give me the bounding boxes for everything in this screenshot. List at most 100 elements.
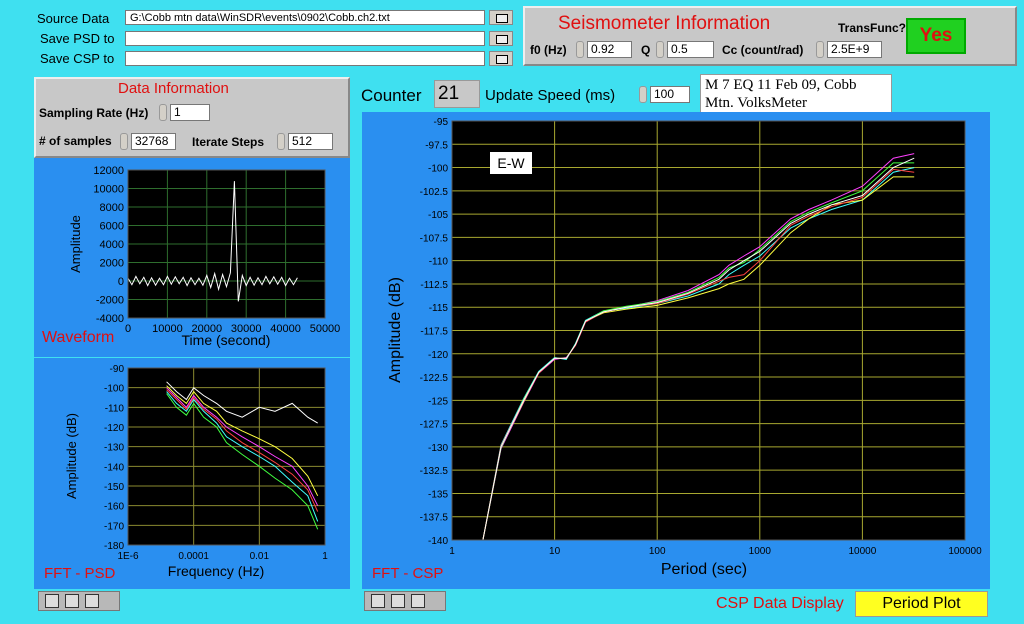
x-tick-label: 10000: [848, 546, 876, 557]
y-tick-label: 12000: [93, 165, 124, 177]
y-axis-label: Amplitude: [68, 215, 83, 273]
y-tick-label: -100: [104, 384, 124, 395]
sampling-value[interactable]: 1: [170, 104, 210, 121]
x-tick-label: 10: [549, 546, 561, 557]
spinner[interactable]: [576, 41, 584, 58]
series-line: [128, 181, 298, 302]
browse-button[interactable]: [489, 31, 513, 46]
y-tick-label: -4000: [96, 313, 124, 325]
y-tick-label: -125: [428, 396, 448, 407]
y-tick-label: -117.5: [420, 327, 448, 338]
sampling-label: Sampling Rate (Hz): [39, 106, 149, 120]
period-plot-button[interactable]: Period Plot: [855, 591, 988, 617]
x-tick-label: 30000: [231, 323, 262, 335]
series-line: [166, 389, 319, 512]
y-tick-label: -105: [428, 210, 448, 221]
y-tick-label: -150: [104, 482, 124, 493]
iterate-value[interactable]: 512: [288, 133, 333, 150]
x-tick-label: 0: [125, 323, 131, 335]
spinner[interactable]: [656, 41, 664, 58]
y-tick-label: 6000: [100, 221, 124, 233]
spinner[interactable]: [639, 86, 647, 103]
y-tick-label: -110: [105, 403, 125, 414]
x-tick-label: 100000: [948, 546, 982, 557]
y-tick-label: -100: [428, 164, 448, 175]
plot-frame: [127, 169, 326, 319]
spinner[interactable]: [816, 41, 824, 58]
chart-title: FFT - PSD: [44, 565, 116, 582]
y-tick-label: -107.5: [420, 233, 449, 244]
update-speed-value[interactable]: 100: [650, 86, 690, 103]
f0-label: f0 (Hz): [530, 43, 567, 57]
series-line: [482, 167, 915, 540]
y-tick-label: -140: [428, 536, 448, 547]
spinner[interactable]: [120, 133, 128, 150]
browse-button[interactable]: [489, 51, 513, 66]
f0-value[interactable]: 0.92: [587, 41, 632, 58]
series-line: [166, 385, 319, 497]
spinner[interactable]: [277, 133, 285, 150]
y-tick-label: -170: [104, 521, 124, 532]
y-axis-label: Amplitude (dB): [64, 413, 79, 499]
y-tick-label: 10000: [93, 184, 124, 196]
samples-value[interactable]: 32768: [131, 133, 176, 150]
y-tick-label: -160: [104, 502, 124, 513]
y-tick-label: -95: [434, 117, 449, 128]
y-tick-label: -120: [104, 423, 124, 434]
x-tick-label: 20000: [192, 323, 223, 335]
x-tick-label: 100: [649, 546, 666, 557]
x-tick-label: 0.0001: [178, 551, 209, 562]
y-tick-label: -90: [110, 364, 125, 375]
x-axis-label: Time (second): [182, 332, 271, 348]
cc-value[interactable]: 2.5E+9: [827, 41, 882, 58]
series-line: [166, 393, 319, 530]
x-tick-label: 1E-6: [117, 551, 139, 562]
y-tick-label: -180: [104, 541, 124, 552]
y-tick-label: -127.5: [420, 420, 449, 431]
samples-label: # of samples: [39, 134, 112, 148]
graph-tools[interactable]: [38, 591, 120, 611]
x-axis-label: Period (sec): [661, 561, 747, 578]
chart-title: Waveform: [42, 329, 114, 346]
annotation-box: [490, 152, 532, 174]
x-tick-label: 1: [322, 551, 328, 562]
y-tick-label: -137.5: [420, 513, 449, 524]
x-axis-label: Frequency (Hz): [168, 563, 264, 579]
transfunc-button[interactable]: Yes: [906, 18, 966, 54]
y-tick-label: 2000: [100, 258, 124, 270]
q-value[interactable]: 0.5: [667, 41, 714, 58]
y-tick-label: -132.5: [420, 466, 449, 477]
iterate-label: Iterate Steps: [192, 135, 265, 149]
y-tick-label: -112.5: [420, 280, 448, 291]
data-info-title: Data Information: [118, 80, 229, 97]
y-tick-label: -102.5: [420, 187, 449, 198]
note-box: M 7 EQ 11 Feb 09, Cobb Mtn. VolksMeter: [700, 74, 892, 115]
annotation: E-W: [497, 155, 525, 171]
series-line: [482, 157, 915, 540]
spinner[interactable]: [159, 104, 167, 121]
update-speed-label: Update Speed (ms): [485, 87, 616, 104]
browse-button[interactable]: [489, 10, 513, 25]
y-tick-label: -97.5: [425, 140, 448, 151]
plot-frame: [451, 120, 966, 541]
x-tick-label: 50000: [310, 323, 341, 335]
save-csp-field[interactable]: [125, 51, 485, 66]
seismometer-title: Seismometer Information: [558, 13, 771, 34]
y-tick-label: -130: [428, 443, 448, 454]
graph-tools[interactable]: [364, 591, 446, 611]
y-tick-label: -120: [428, 350, 448, 361]
source-field[interactable]: G:\Cobb mtn data\WinSDR\events\0902\Cobb…: [125, 10, 485, 25]
series-line: [166, 391, 319, 522]
x-tick-label: 1000: [749, 546, 772, 557]
y-tick-label: -2000: [96, 295, 124, 307]
y-tick-label: -140: [104, 462, 124, 473]
y-tick-label: 0: [118, 276, 124, 288]
save-psd-field[interactable]: [125, 31, 485, 46]
y-tick-label: 4000: [100, 239, 124, 251]
y-axis-label: Amplitude (dB): [387, 277, 404, 383]
counter-value: 21: [434, 80, 480, 108]
counter-label: Counter: [361, 86, 422, 105]
y-tick-label: -115: [429, 303, 449, 314]
